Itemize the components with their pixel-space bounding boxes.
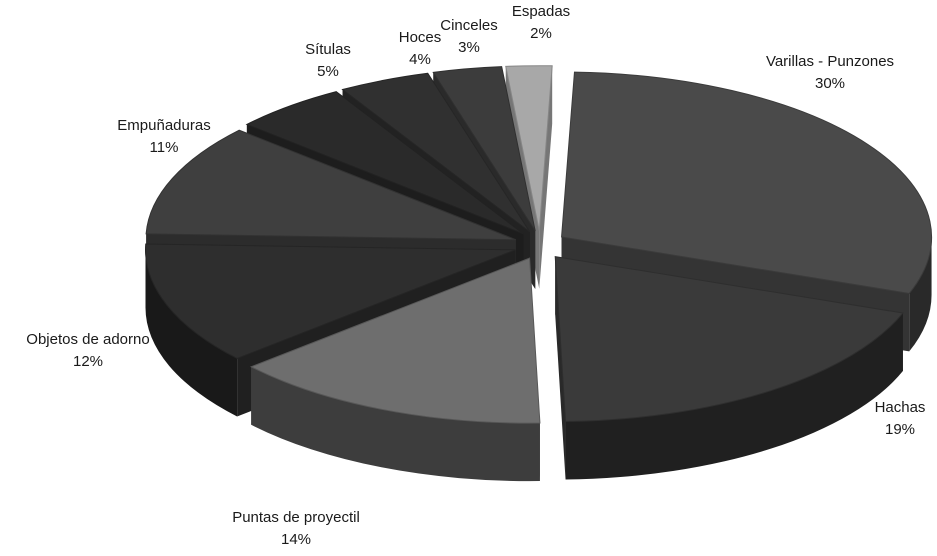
pie-label-name-8: Espadas bbox=[512, 3, 570, 20]
pie-slice-4 bbox=[145, 129, 517, 241]
pie-slice-wall-end-8 bbox=[539, 65, 553, 289]
pie-label-name-6: Hoces bbox=[399, 29, 442, 46]
pie-slice-6 bbox=[341, 72, 531, 233]
pie-slice-2 bbox=[249, 257, 541, 424]
pie-label-value-1: 19% bbox=[885, 421, 915, 438]
pie-slice-side-1 bbox=[565, 313, 903, 480]
pie-label-value-3: 12% bbox=[73, 353, 103, 370]
pie-label-value-4: 11% bbox=[150, 139, 179, 156]
pie-slice-side-3 bbox=[145, 249, 238, 417]
pie-label-name-2: Puntas de proyectil bbox=[232, 509, 360, 526]
pie-slice-1 bbox=[554, 256, 904, 423]
pie-slice-7 bbox=[432, 66, 536, 232]
pie-slice-tops bbox=[145, 65, 933, 424]
pie-label-value-8: 2% bbox=[530, 25, 552, 42]
pie-label-value-7: 3% bbox=[458, 39, 480, 56]
pie-label-name-0: Varillas - Punzones bbox=[766, 53, 894, 70]
pie-label-value-5: 5% bbox=[317, 63, 339, 80]
pie-label-value-0: 30% bbox=[815, 75, 845, 92]
pie-slice-0 bbox=[561, 71, 933, 294]
pie-label-name-4: Empuñaduras bbox=[117, 117, 210, 134]
pie-label-name-1: Hachas bbox=[875, 399, 926, 416]
pie-label-name-5: Sítulas bbox=[305, 41, 351, 58]
pie-slice-5 bbox=[245, 91, 524, 235]
pie-label-name-3: Objetos de adorno bbox=[26, 331, 149, 348]
pie-slice-wall-end-1 bbox=[555, 256, 566, 480]
pie-slice-labels: Varillas - Punzones 30% Hachas 19% Puntas de… bbox=[26, 3, 925, 548]
pie-slice-3 bbox=[145, 243, 516, 360]
pie-label-value-2: 14% bbox=[281, 531, 311, 548]
pie-slice-8 bbox=[505, 65, 553, 231]
pie-label-name-7: Cinceles bbox=[440, 17, 498, 34]
pie-label-value-6: 4% bbox=[409, 51, 431, 68]
